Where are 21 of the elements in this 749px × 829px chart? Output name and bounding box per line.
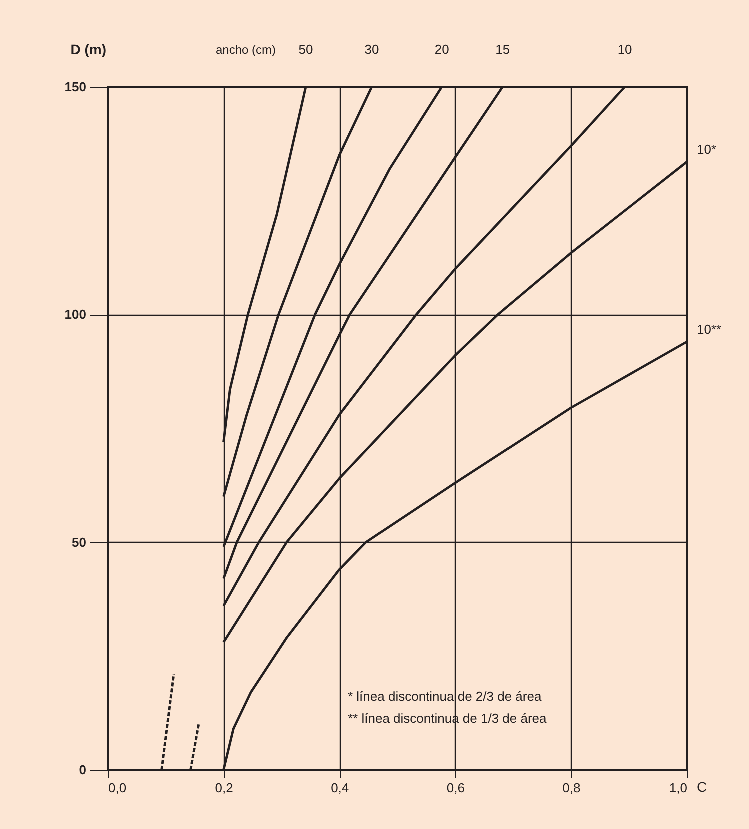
series-label: 10** xyxy=(697,322,722,337)
x-tick-label: 0,8 xyxy=(562,780,581,796)
x-tick-label: 0,0 xyxy=(108,780,127,796)
y-tick-label: 50 xyxy=(72,534,86,550)
text: 30 xyxy=(364,42,380,57)
text: 10 xyxy=(618,42,632,57)
y-axis-title: D (m) xyxy=(70,42,106,58)
annotation: * línea discontinua de 2/3 de área xyxy=(348,689,542,704)
x-axis-title: C xyxy=(697,779,708,795)
text: 50 xyxy=(298,42,314,57)
y-tick-label: 100 xyxy=(64,307,86,322)
x-tick-label: 0,2 xyxy=(215,780,234,796)
y-tick-label: 150 xyxy=(64,80,86,94)
series-label: 10* xyxy=(697,142,717,158)
y-tick-label: 0 xyxy=(79,762,86,778)
x-tick-label: 1,0 xyxy=(669,780,688,796)
x-tick-label: 0,4 xyxy=(331,780,350,796)
text: 15 xyxy=(496,42,510,57)
text: 20 xyxy=(434,42,450,57)
x-tick-label: 0,6 xyxy=(446,780,465,796)
legend-title: ancho (cm) xyxy=(216,43,276,57)
